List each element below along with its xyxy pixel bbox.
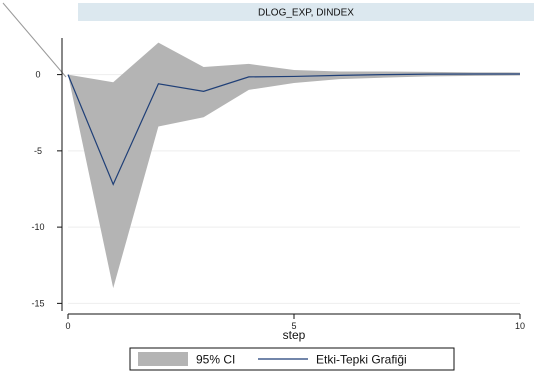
x-axis-label: step xyxy=(283,328,306,342)
axes: 0 -5 -10 -15 0 5 10 xyxy=(31,38,525,331)
panel-title-strip xyxy=(78,3,534,21)
x-tick-label: 0 xyxy=(65,321,70,331)
legend-label-ci: 95% CI xyxy=(196,353,235,367)
plot-area xyxy=(67,42,520,304)
corner-line xyxy=(2,2,67,78)
irf-line xyxy=(67,73,520,186)
y-tick-label: -5 xyxy=(34,146,42,156)
panel-title: DLOG_EXP, DINDEX xyxy=(258,8,354,19)
ci-band xyxy=(68,42,520,289)
legend-swatch-ci xyxy=(138,352,188,366)
legend-label-irf: Etki-Tepki Grafiği xyxy=(316,353,407,367)
legend: 95% CI Etki-Tepki Grafiği xyxy=(129,347,455,371)
y-tick-label: -15 xyxy=(31,298,44,308)
y-tick-label: 0 xyxy=(35,70,40,80)
x-tick-label: 5 xyxy=(291,321,296,331)
x-tick-label: 10 xyxy=(515,321,525,331)
y-tick-label: -10 xyxy=(31,222,44,232)
